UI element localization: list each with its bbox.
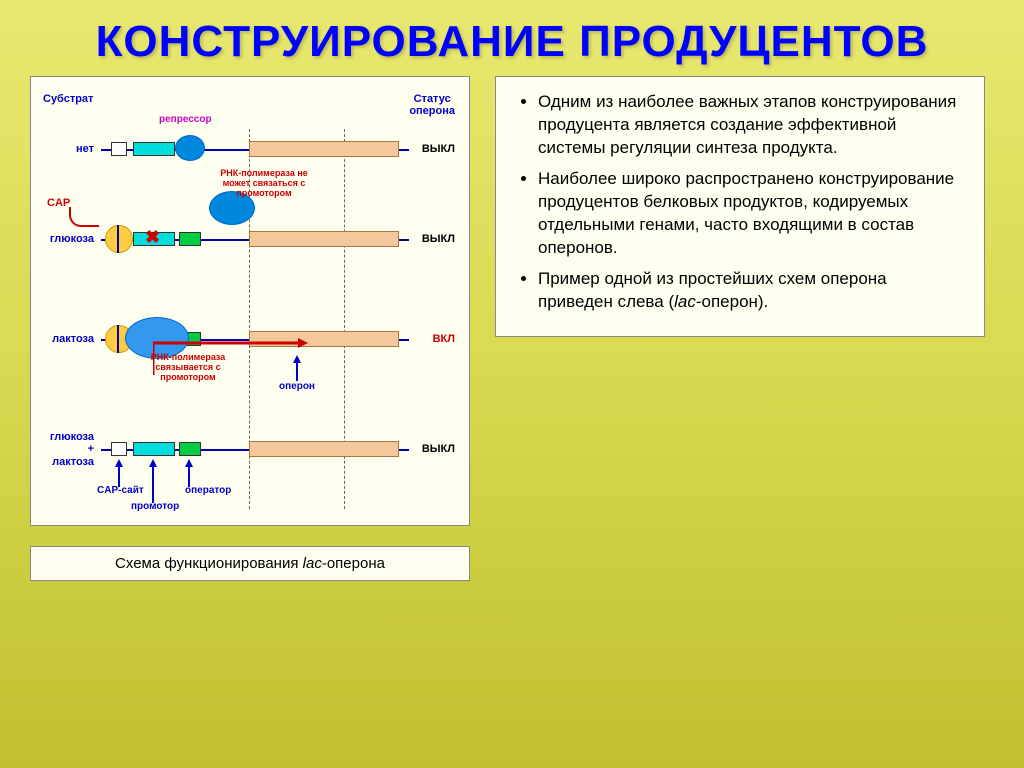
bullet-item: Пример одной из простейших схем оперона … [538, 268, 966, 314]
diagram-caption: Схема функционирования lac-оперона [30, 546, 470, 581]
bullet-item: Одним из наиболее важных этапов конструи… [538, 91, 966, 160]
header-status: Статусоперона [409, 93, 455, 117]
slide-title: КОНСТРУИРОВАНИЕ ПРОДУЦЕНТОВ [0, 0, 1024, 76]
label-repressor: репрессор [159, 114, 212, 125]
operon-diagram: СубстратСтатусоперонанетВЫКЛрепрессорглю… [30, 76, 470, 526]
label-cap: CAP [47, 197, 70, 209]
header-substrate: Субстрат [43, 93, 93, 105]
bullet-text: Одним из наиболее важных этапов конструи… [495, 76, 985, 336]
bullet-item: Наиболее широко распространено конструир… [538, 168, 966, 260]
